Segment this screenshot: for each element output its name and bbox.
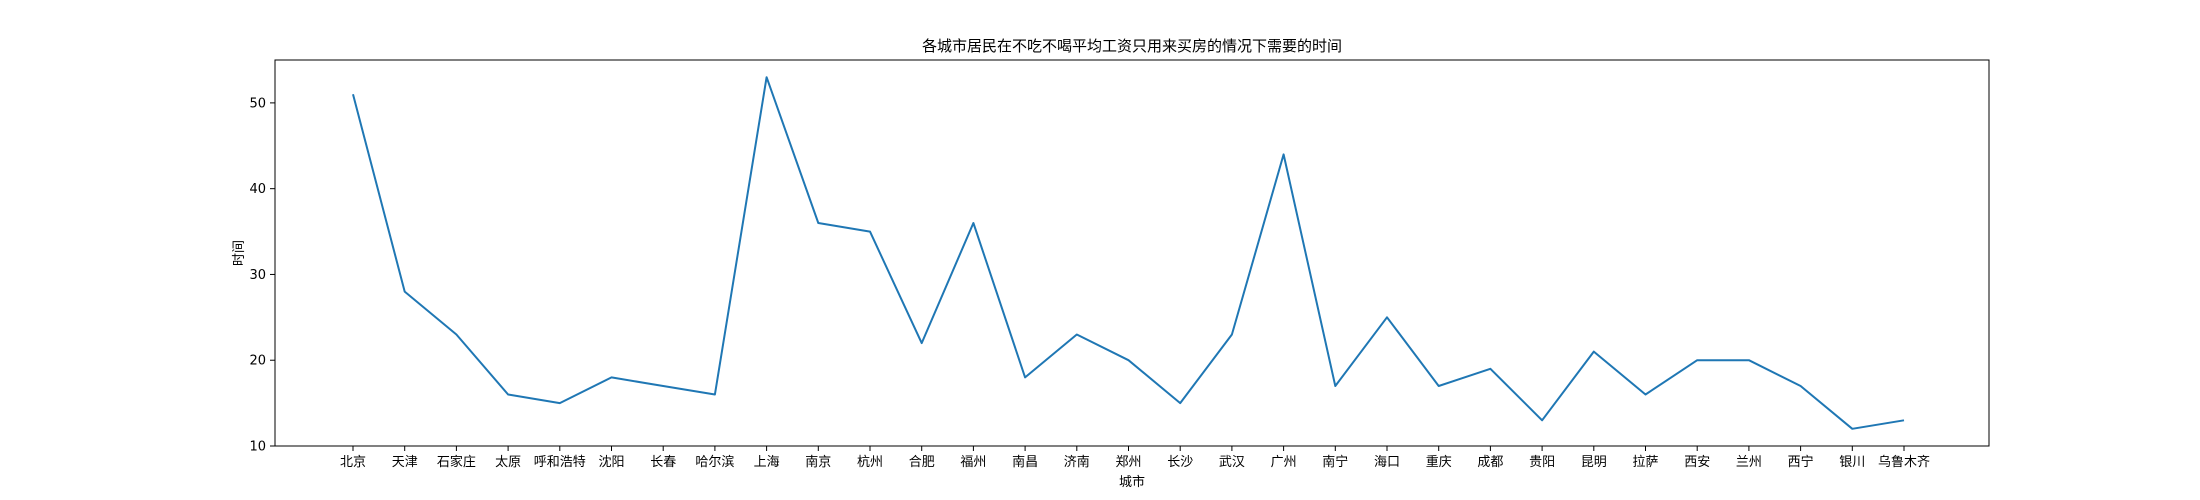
x-tick-label: 太原	[495, 455, 521, 470]
plot-area-frame	[274, 59, 1990, 447]
y-tick-label: 30	[249, 268, 266, 283]
x-tick-label: 贵阳	[1529, 455, 1555, 470]
x-tick-label: 重庆	[1426, 454, 1452, 470]
x-tick-label: 兰州	[1736, 455, 1762, 470]
x-tick-label: 乌鲁木齐	[1878, 454, 1930, 470]
x-tick-label: 长沙	[1167, 455, 1193, 470]
y-tick-label: 40	[249, 182, 266, 197]
x-tick-label: 昆明	[1581, 455, 1607, 470]
x-tick-label: 南京	[805, 454, 831, 470]
x-tick-label: 上海	[754, 455, 780, 470]
x-tick-label: 海口	[1374, 455, 1400, 470]
x-tick-label: 武汉	[1219, 455, 1245, 470]
x-tick-label: 济南	[1064, 454, 1090, 470]
x-tick-label: 天津	[392, 455, 418, 470]
y-tick-label: 50	[249, 96, 266, 111]
y-axis-label: 时间	[232, 240, 247, 266]
x-tick-label: 银川	[1839, 455, 1865, 470]
x-tick-label: 石家庄	[437, 454, 476, 470]
x-tick-label: 西安	[1684, 455, 1710, 470]
series-layer	[352, 76, 1905, 430]
x-tick-label: 福州	[960, 455, 986, 470]
chart-title: 各城市居民在不吃不喝平均工资只用来买房的情况下需要的时间	[922, 37, 1342, 55]
x-tick-label: 呼和浩特	[534, 455, 586, 470]
series-line	[352, 76, 1905, 430]
x-tick-label: 北京	[340, 455, 366, 470]
x-tick-label: 郑州	[1115, 455, 1141, 470]
x-tick-label: 长春	[650, 455, 676, 470]
x-tick-label: 杭州	[857, 455, 883, 470]
y-tick-label: 10	[249, 440, 266, 455]
x-tick-label: 拉萨	[1632, 455, 1658, 470]
x-axis: 北京 天津 石家庄 太原 呼和浩特 沈阳 长春 哈尔滨 上海 南京 杭州 合肥 福州 南昌 济南 郑州 长沙 武汉…	[340, 446, 1930, 470]
x-tick-label: 成都	[1477, 455, 1503, 470]
y-axis: 10 20 30 40 50	[249, 96, 275, 455]
x-tick-label: 广州	[1271, 455, 1297, 470]
x-axis-label: 城市	[1119, 474, 1145, 490]
x-tick-label: 南昌	[1012, 454, 1038, 470]
x-tick-label: 南宁	[1322, 454, 1348, 470]
x-tick-label: 西宁	[1788, 454, 1814, 470]
x-tick-label: 哈尔滨	[695, 454, 734, 470]
x-tick-label: 沈阳	[598, 455, 624, 470]
y-tick-label: 20	[249, 354, 266, 369]
x-tick-label: 合肥	[909, 455, 935, 470]
